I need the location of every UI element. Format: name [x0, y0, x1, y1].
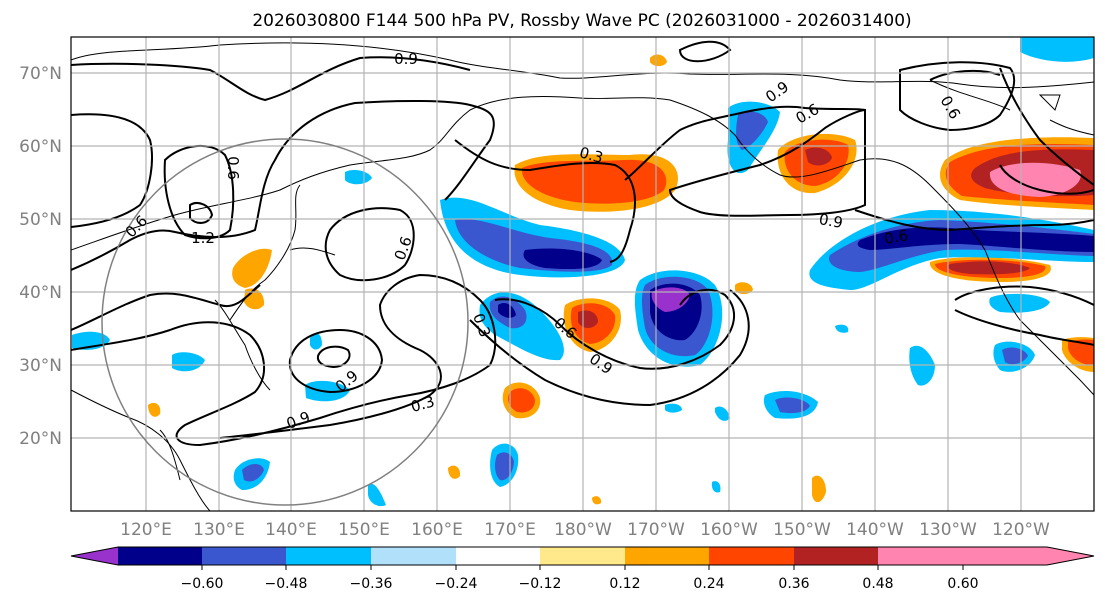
colorbar-tick-label: 0.12: [609, 576, 640, 592]
contour-label: 0.3: [577, 143, 605, 167]
colorbar-bin: [371, 547, 456, 565]
lon-label: 140°E: [265, 520, 317, 540]
colorbar-bin: [794, 547, 878, 565]
colorbar-lower-extend: [71, 547, 118, 565]
colorbar-bin: [625, 547, 709, 565]
contour-label: 0.9: [818, 210, 845, 232]
colorbar-bin: [118, 547, 202, 565]
colorbar-bin: [456, 547, 540, 565]
latitude-labels: 70°N 60°N 50°N 40°N 30°N 20°N: [19, 64, 62, 449]
map-panel: 0.9 0.9 0.6 0.6 0.3 0.6 0.9 1.2 0.6 0.3 …: [70, 36, 1095, 512]
contour-label: 0.6: [883, 226, 910, 248]
contour-label: 0.3: [409, 392, 437, 416]
lon-label: 130°E: [193, 520, 245, 540]
lon-label: 140°W: [846, 520, 904, 540]
colorbar: −0.60 −0.48 −0.36 −0.24 −0.12 0.12 0.24 …: [70, 546, 1095, 592]
colorbar-upper-extend: [963, 547, 1094, 565]
lon-label: 120°W: [992, 520, 1050, 540]
lat-label: 40°N: [19, 283, 62, 303]
longitude-labels: 120°E 130°E 140°E 150°E 160°E 170°E 180°…: [120, 520, 1050, 540]
lon-label: 160°E: [411, 520, 463, 540]
colorbar-tick-label: −0.12: [519, 576, 562, 592]
colorbar-bin: [540, 547, 625, 565]
lon-label: 150°W: [773, 520, 831, 540]
colorbar-bin: [709, 547, 794, 565]
contour-label: 0.6: [224, 156, 242, 180]
lat-label: 70°N: [19, 64, 62, 84]
lon-label: 170°E: [484, 520, 536, 540]
lat-label: 30°N: [19, 356, 62, 376]
lon-label: 180°W: [554, 520, 612, 540]
colorbar-tick-label: −0.36: [350, 576, 393, 592]
graticule: [71, 37, 1094, 511]
colorbar-tick-label: 0.48: [862, 576, 893, 592]
pv-contours: [71, 40, 1094, 447]
lon-label: 130°W: [919, 520, 977, 540]
colorbar-outline: [70, 546, 1095, 566]
reference-circle: [101, 138, 469, 506]
lon-label: 170°W: [627, 520, 685, 540]
map-frame: [70, 36, 1095, 512]
colorbar-tick-label: 0.36: [778, 576, 809, 592]
colorbar-bin: [878, 547, 963, 565]
colorbar-bin: [286, 547, 371, 565]
lat-label: 50°N: [19, 210, 62, 230]
lon-label: 160°W: [700, 520, 758, 540]
shaded-anomalies: [72, 37, 1094, 507]
colorbar-tick-label: −0.60: [181, 576, 224, 592]
map-title: 2026030800 F144 500 hPa PV, Rossby Wave …: [252, 11, 911, 31]
contour-label: 1.2: [191, 229, 215, 247]
colorbar-tick-label: 0.24: [693, 576, 724, 592]
colorbar-tick-label: −0.48: [265, 576, 308, 592]
colorbar-bin: [202, 547, 286, 565]
lon-label: 150°E: [338, 520, 390, 540]
contour-label: 0.9: [394, 50, 418, 68]
colorbar-tick-label: −0.24: [435, 576, 478, 592]
lon-label: 120°E: [120, 520, 172, 540]
lat-label: 60°N: [19, 137, 62, 157]
lat-label: 20°N: [19, 429, 62, 449]
colorbar-tick-label: 0.60: [947, 576, 978, 592]
